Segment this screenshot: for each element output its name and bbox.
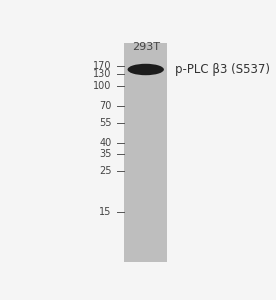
Text: 55: 55 — [99, 118, 112, 128]
Text: 293T: 293T — [132, 42, 160, 52]
Text: 15: 15 — [99, 207, 112, 217]
Text: 70: 70 — [99, 101, 112, 112]
Text: p-PLC β3 (S537): p-PLC β3 (S537) — [175, 63, 270, 76]
Text: 100: 100 — [93, 81, 112, 91]
Text: 40: 40 — [99, 138, 112, 148]
Ellipse shape — [128, 64, 164, 75]
Bar — [124, 43, 167, 262]
Text: 170: 170 — [93, 61, 112, 71]
Text: 25: 25 — [99, 166, 112, 176]
Text: 35: 35 — [99, 149, 112, 159]
Text: 130: 130 — [93, 69, 112, 79]
